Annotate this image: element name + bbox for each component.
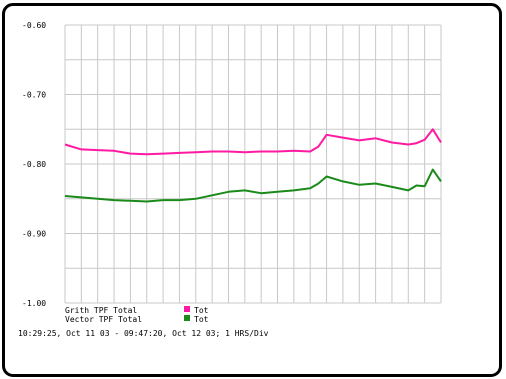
legend-series-1-label: Grith TPF Total [65, 306, 137, 315]
y-tick-label: -0.80 [22, 160, 46, 169]
legend-series-1-swatch [184, 306, 190, 312]
y-tick-label: -0.70 [22, 91, 46, 100]
series-line-1 [64, 128, 442, 156]
y-tick-label: -1.00 [22, 299, 46, 308]
legend-series-2-tag: Tot [194, 315, 209, 324]
series-lines [64, 128, 442, 203]
grid [64, 24, 442, 304]
legend-series-2-label: Vector TPF Total [65, 315, 142, 324]
legend-series-2-swatch [184, 315, 190, 321]
y-tick-label: -0.60 [22, 21, 46, 30]
legend-series-1-tag: Tot [194, 306, 209, 315]
y-axis-ticks: -0.60 -0.70 -0.80 -0.90 -1.00 [22, 21, 46, 308]
time-range-label: 10:29:25, Oct 11 03 - 09:47:20, Oct 12 0… [18, 329, 269, 338]
series-line-2 [64, 168, 442, 203]
y-tick-label: -0.90 [22, 230, 46, 239]
